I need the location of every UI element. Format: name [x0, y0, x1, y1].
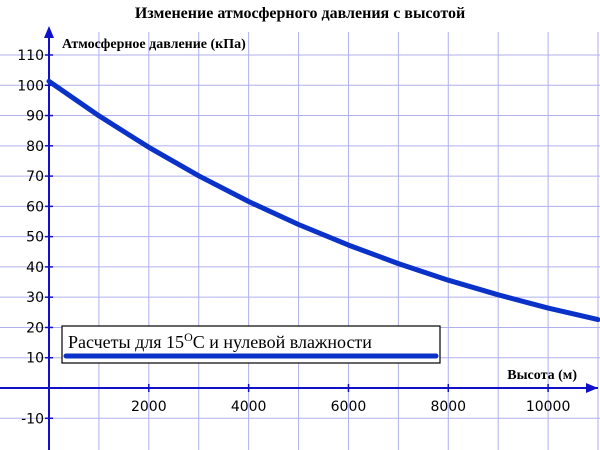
x-tick-label: 2000: [131, 399, 167, 415]
series-line: [46, 78, 600, 323]
y-tick-label: 90: [26, 109, 44, 125]
y-tick-label: -10: [21, 411, 44, 427]
axes: [0, 26, 598, 450]
y-tick-label: 40: [26, 260, 44, 276]
y-tick-label: 100: [17, 78, 44, 94]
x-axis-arrow: [586, 383, 598, 393]
y-tick-label: 70: [26, 169, 44, 185]
y-tick-label: 110: [17, 48, 44, 64]
y-axis-arrow: [44, 26, 54, 38]
y-tick-label: 80: [26, 139, 44, 155]
x-tick-label: 6000: [331, 399, 367, 415]
x-tick-label: 4000: [231, 399, 267, 415]
y-tick-label: 60: [26, 199, 44, 215]
x-tick-label: 8000: [430, 399, 466, 415]
y-tick-label: 50: [26, 230, 44, 246]
y-axis-title: Атмосферное давление (кПа): [62, 37, 246, 52]
y-tick-label: 10: [26, 351, 44, 367]
legend-label: Расчеты для 15OC и нулевой влажности: [68, 330, 372, 352]
tick-labels: 2000 4000 6000 8000 10000 -10 10 20 30 40 50 60 70 80…: [17, 48, 570, 427]
chart-title: Изменение атмосферного давления с высото…: [135, 5, 465, 22]
legend: Расчеты для 15OC и нулевой влажности: [61, 325, 441, 364]
y-tick-label: 20: [26, 320, 44, 336]
y-tick-label: 30: [26, 290, 44, 306]
x-tick-label: 10000: [526, 399, 571, 415]
x-axis-title: Высота (м): [507, 368, 577, 383]
